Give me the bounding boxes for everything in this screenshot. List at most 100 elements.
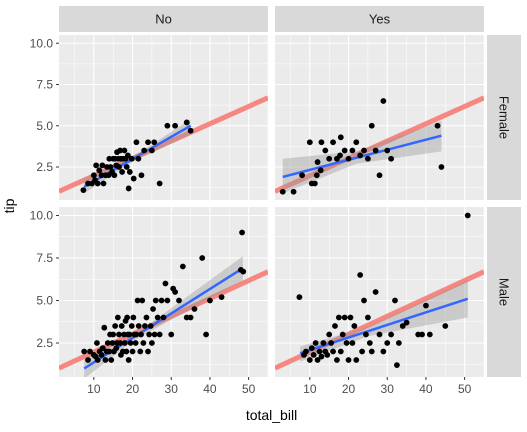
data-point: [96, 167, 103, 174]
data-point: [187, 127, 194, 134]
data-point: [364, 314, 371, 321]
data-point: [121, 340, 128, 346]
data-point: [123, 348, 130, 355]
data-point: [318, 353, 325, 360]
x-tick-label: 30: [165, 382, 179, 396]
data-point: [372, 289, 379, 295]
data-point: [123, 164, 130, 170]
data-point: [343, 340, 350, 346]
data-point: [341, 314, 348, 321]
data-point: [116, 164, 122, 170]
data-point: [345, 155, 352, 162]
y-axis-title: tip: [1, 198, 17, 213]
data-point: [199, 255, 206, 261]
data-point: [314, 357, 321, 363]
data-point: [124, 152, 131, 159]
data-point: [176, 297, 182, 304]
data-point: [279, 188, 286, 195]
data-point: [351, 323, 358, 329]
data-point: [353, 139, 360, 146]
data-point: [164, 297, 171, 304]
data-point: [145, 348, 151, 355]
data-point: [104, 340, 111, 346]
data-point: [239, 229, 245, 236]
data-point: [314, 159, 321, 165]
data-point: [361, 147, 367, 154]
data-point: [127, 340, 134, 346]
data-point: [135, 323, 142, 329]
confidence-band: [300, 280, 468, 362]
data-point: [380, 348, 387, 355]
data-point: [132, 340, 139, 346]
data-point: [93, 162, 100, 169]
data-point: [322, 147, 329, 154]
data-point: [130, 175, 137, 182]
data-point: [137, 348, 144, 355]
data-point: [154, 314, 161, 321]
panel-female-yes: [275, 35, 484, 200]
data-point: [85, 357, 91, 363]
data-point: [142, 323, 148, 329]
data-point: [124, 314, 131, 321]
strip-male: Male: [487, 207, 521, 377]
data-point: [125, 185, 132, 192]
strip-label: Male: [497, 278, 512, 306]
data-point: [119, 169, 125, 175]
data-point: [368, 122, 375, 129]
data-point: [156, 180, 163, 187]
data-point: [380, 98, 387, 104]
data-point: [388, 331, 395, 338]
strip-label: Female: [497, 96, 512, 139]
x-axis-title: total_bill: [246, 407, 297, 423]
data-point: [313, 172, 320, 179]
data-point: [330, 348, 336, 355]
data-point: [296, 294, 303, 300]
x-tick-label: 20: [126, 382, 140, 396]
y-tick-label: 2.5: [36, 336, 53, 350]
data-point: [399, 323, 406, 329]
data-point: [116, 331, 122, 338]
data-point: [125, 357, 132, 363]
data-point: [156, 331, 163, 338]
data-point: [118, 323, 125, 329]
data-point: [109, 340, 116, 346]
y-tick-label: 5.0: [36, 119, 53, 133]
y-tick-label: 7.5: [36, 78, 53, 92]
data-point: [117, 340, 124, 346]
data-point: [107, 164, 114, 170]
data-point: [129, 348, 136, 355]
data-point: [187, 314, 194, 321]
data-point: [318, 139, 325, 146]
data-point: [423, 302, 429, 309]
data-point: [106, 348, 113, 355]
data-point: [218, 294, 225, 300]
y-tick-label: 10.0: [30, 209, 54, 223]
data-point: [349, 147, 356, 154]
data-point: [372, 147, 379, 154]
data-point: [349, 340, 356, 346]
data-point: [299, 172, 305, 179]
data-point: [316, 348, 323, 355]
data-point: [128, 323, 135, 329]
data-point: [337, 348, 344, 355]
gridlines: [275, 35, 484, 200]
panel-female-no: [59, 35, 268, 200]
x-tick-label: 40: [203, 382, 217, 396]
data-point: [328, 340, 335, 346]
data-point: [384, 340, 391, 346]
data-point: [134, 297, 141, 304]
x-tick-label: 30: [381, 382, 395, 396]
strip-female: Female: [487, 35, 521, 200]
data-point: [364, 155, 371, 162]
data-point: [111, 172, 118, 179]
strip-background: [487, 35, 521, 200]
data-point: [357, 272, 364, 278]
data-point: [384, 147, 391, 154]
data-point: [117, 147, 124, 154]
data-point: [146, 331, 153, 338]
data-point: [332, 323, 338, 329]
data-point: [101, 324, 108, 331]
data-point: [183, 119, 190, 126]
data-point: [152, 297, 159, 304]
strip-label: No: [155, 12, 172, 27]
